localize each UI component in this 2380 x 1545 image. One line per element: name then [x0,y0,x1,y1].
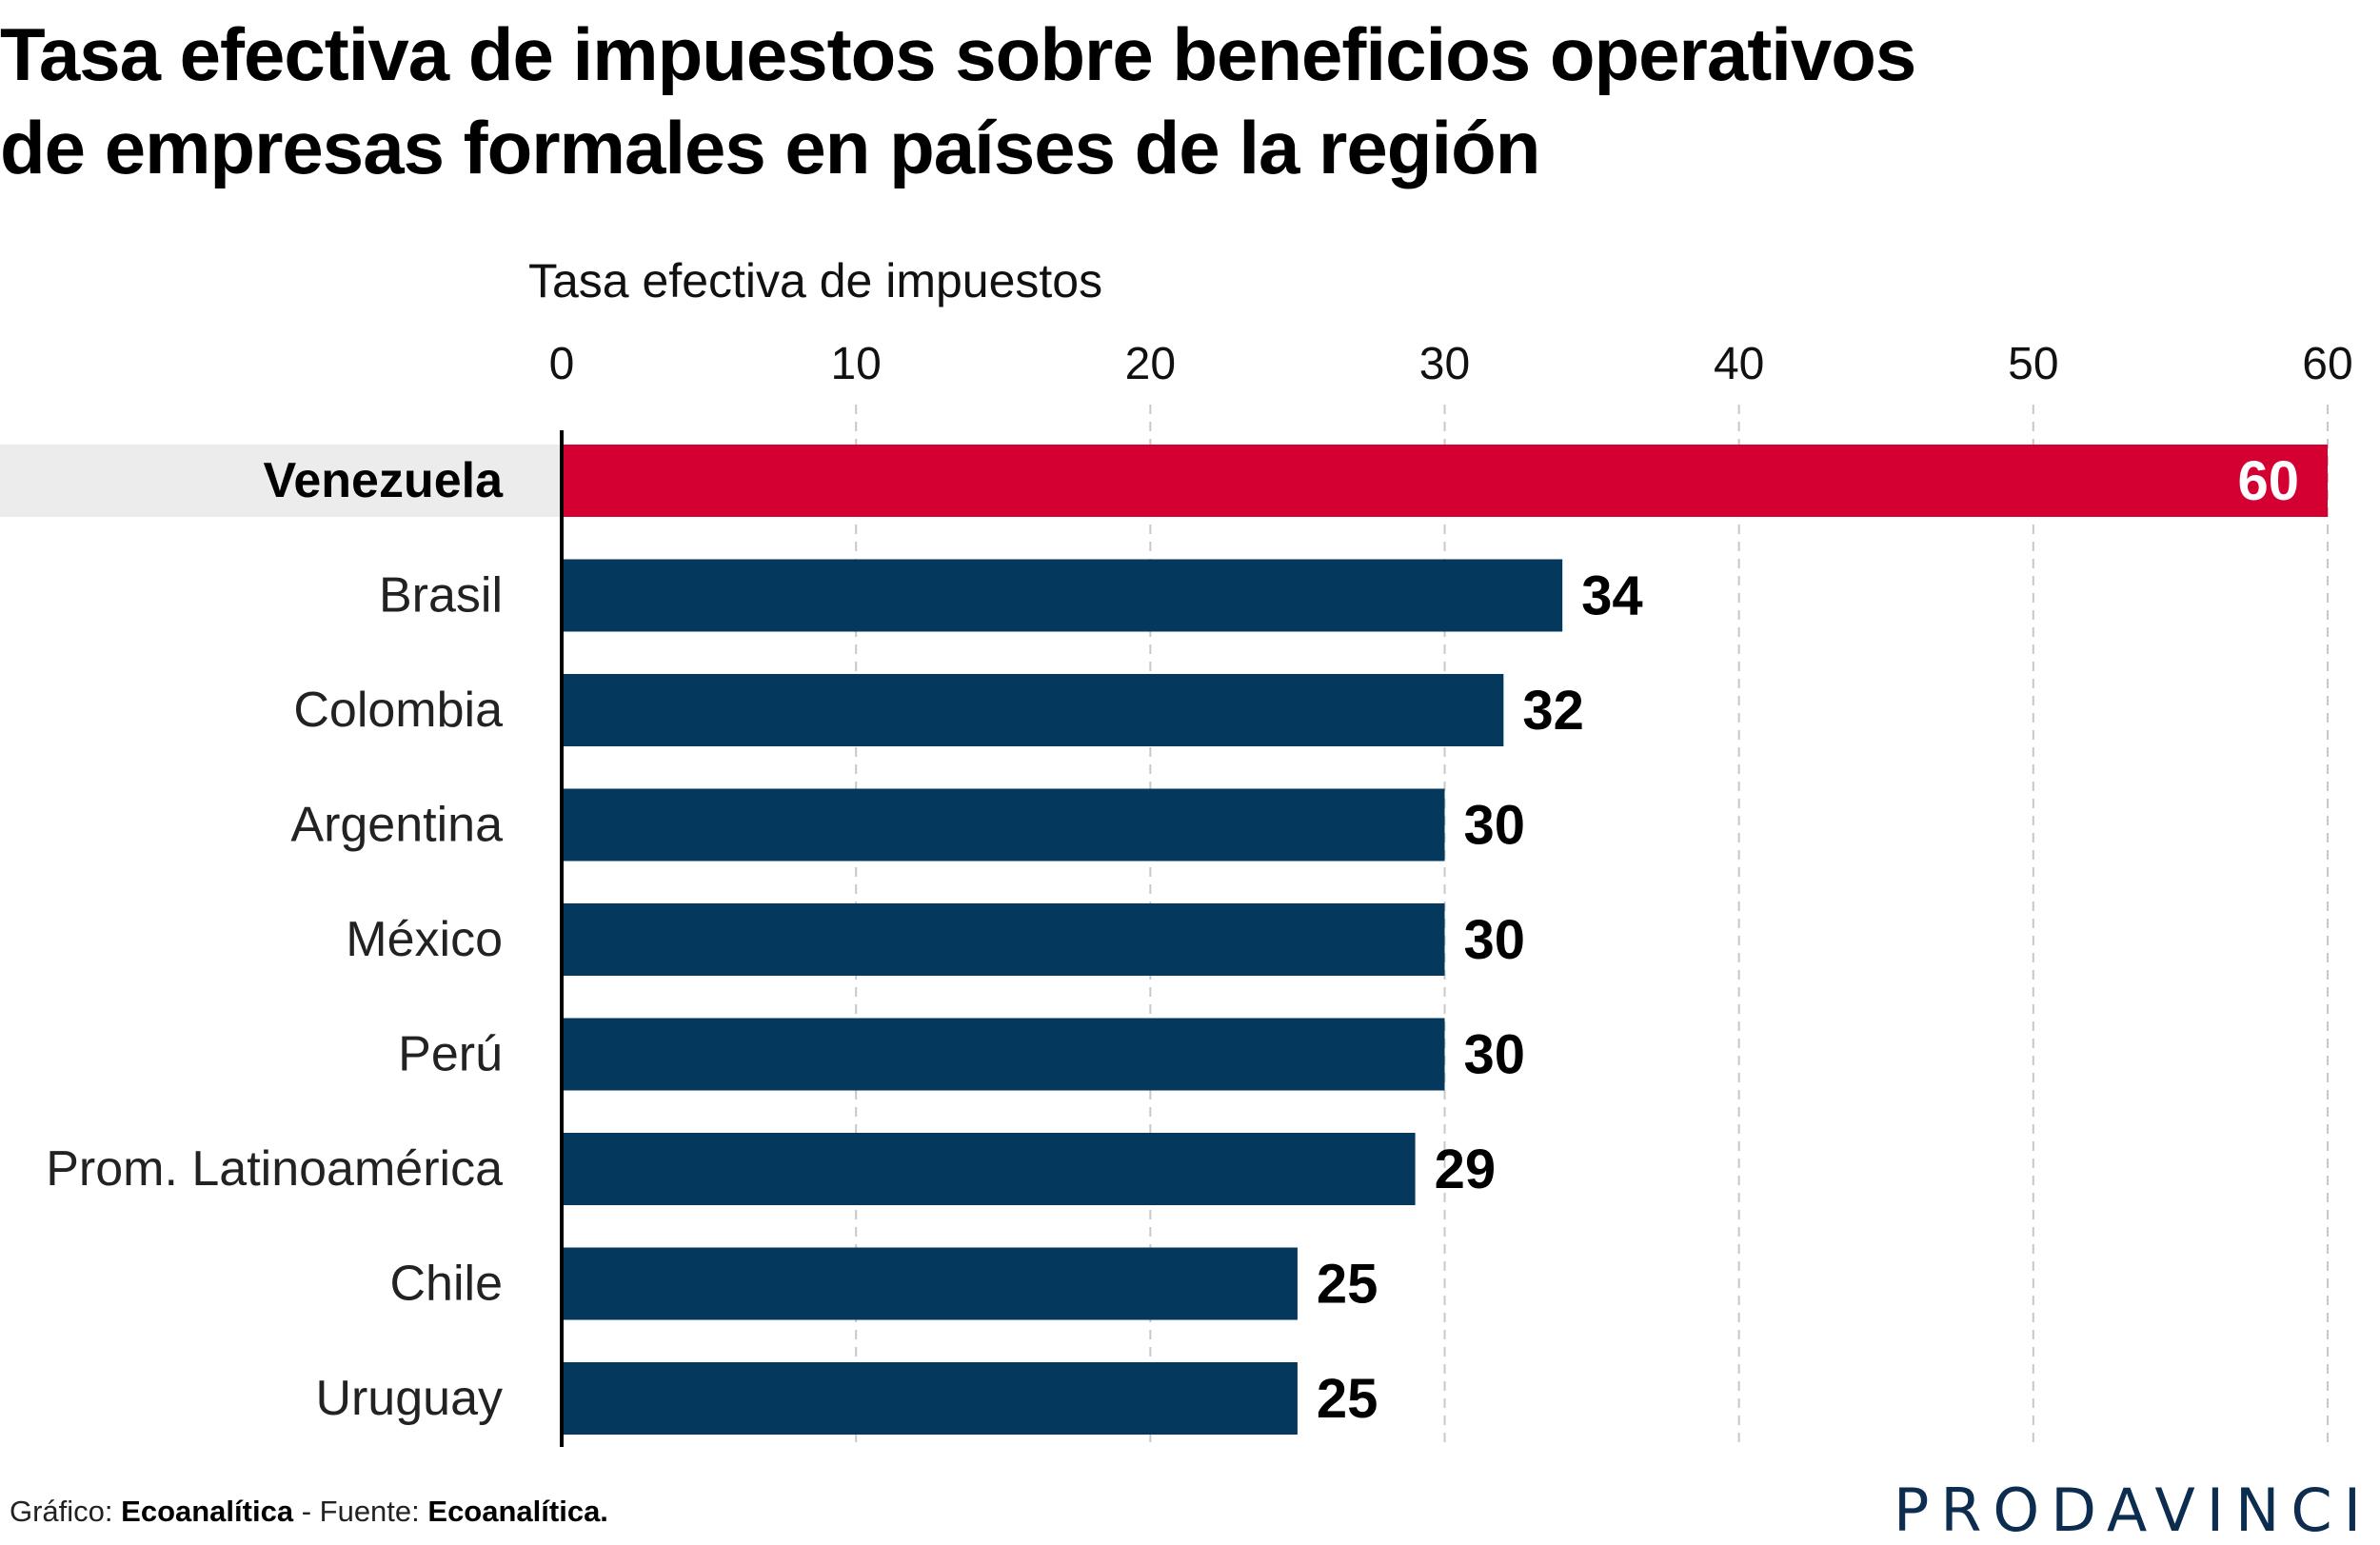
highlight-band [0,445,562,517]
tick-label-60: 60 [2302,339,2352,389]
highlight-band-layer [0,445,562,517]
category-label-uruguay: Uruguay [315,1371,503,1426]
tick-label-layer: 0 10 20 30 40 50 60 [549,339,2353,389]
category-label-prom-latinoamerica: Prom. Latinoamérica [46,1141,503,1197]
category-label-colombia: Colombia [293,683,503,738]
value-label-uruguay: 25 [1317,1368,1378,1430]
value-label-venezuela: 60 [2237,450,2299,512]
value-label-chile: 25 [1317,1254,1378,1316]
bar-layer [562,445,2328,1435]
value-label-peru: 30 [1464,1024,1526,1086]
category-label-venezuela: Venezuela [264,453,505,508]
footer-credits: Gráfico: Ecoanalítica - Fuente: Ecoanalí… [10,1495,608,1529]
footer-separator: - [293,1495,320,1528]
bar-colombia [562,674,1504,746]
bar-venezuela [562,445,2328,517]
bar-argentina [562,788,1445,862]
value-label-brasil: 34 [1581,565,1643,627]
category-label-chile: Chile [390,1257,504,1312]
category-label-mexico: México [346,912,503,967]
x-axis-label: Tasa efectiva de impuestos [528,254,1102,307]
chart-title-line-1: Tasa efectiva de impuestos sobre benefic… [0,12,1916,96]
tick-label-30: 30 [1419,339,1470,389]
bar-uruguay [562,1362,1298,1435]
prodavinci-logo: PRODAVINCI [1893,1476,2372,1545]
category-label-argentina: Argentina [290,798,503,853]
bar-chart: Tasa efectiva de impuestos 0 10 20 30 40 50 60… [0,254,2353,1447]
bar-mexico [562,903,1445,976]
chart-title-line-2: de empresas formales en países de la reg… [0,106,1540,189]
tick-label-10: 10 [830,339,881,389]
fuente-source: Ecoanalítica. [427,1495,608,1528]
tick-label-0: 0 [549,339,575,389]
bar-peru [562,1018,1445,1091]
category-label-layer: Venezuela Brasil Colombia Argentina México Pe… [46,453,504,1426]
category-label-peru: Perú [398,1027,503,1082]
chart-title: Tasa efectiva de impuestos sobre benefic… [0,8,2361,194]
value-label-prom-latinoamerica: 29 [1435,1139,1497,1200]
tick-label-50: 50 [2008,339,2058,389]
fuente-label: Fuente: [319,1495,428,1528]
tick-label-40: 40 [1714,339,1764,389]
bar-prom-latinoamerica [562,1133,1416,1205]
category-label-brasil: Brasil [379,568,503,624]
value-label-colombia: 32 [1522,680,1584,742]
tick-label-20: 20 [1125,339,1176,389]
grafico-source: Ecoanalítica [121,1495,294,1528]
bar-brasil [562,559,1563,632]
bar-chile [562,1247,1298,1320]
value-label-layer: 60 34 32 30 30 30 29 25 25 [1317,450,2299,1430]
value-label-argentina: 30 [1464,795,1526,857]
grafico-label: Gráfico: [10,1495,122,1528]
value-label-mexico: 30 [1464,909,1526,971]
